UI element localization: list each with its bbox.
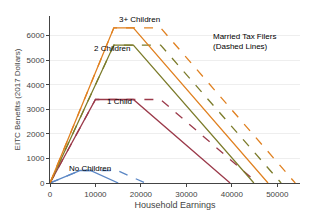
svg-text:2000: 2000 [27,130,45,139]
svg-text:20000: 20000 [130,190,153,199]
svg-text:4000: 4000 [27,81,45,90]
svg-text:1000: 1000 [27,154,45,163]
svg-text:Household Earnings: Household Earnings [134,200,216,210]
svg-text:3+ Children: 3+ Children [119,15,160,24]
svg-text:50000: 50000 [266,190,289,199]
svg-text:No Children: No Children [69,164,111,173]
svg-text:3000: 3000 [27,105,45,114]
svg-text:10000: 10000 [84,190,107,199]
svg-text:1 Child: 1 Child [107,97,132,106]
svg-text:6000: 6000 [27,31,45,40]
svg-text:0: 0 [48,190,53,199]
svg-text:5000: 5000 [27,56,45,65]
svg-text:30000: 30000 [175,190,198,199]
svg-text:2 Children: 2 Children [94,44,130,53]
svg-text:Married Tax Filers(Dashed Line: Married Tax Filers(Dashed Lines) [213,32,276,51]
svg-text:EITC Benefits (2017 Dollars): EITC Benefits (2017 Dollars) [13,48,22,150]
svg-text:0: 0 [40,179,45,188]
svg-text:40000: 40000 [221,190,244,199]
